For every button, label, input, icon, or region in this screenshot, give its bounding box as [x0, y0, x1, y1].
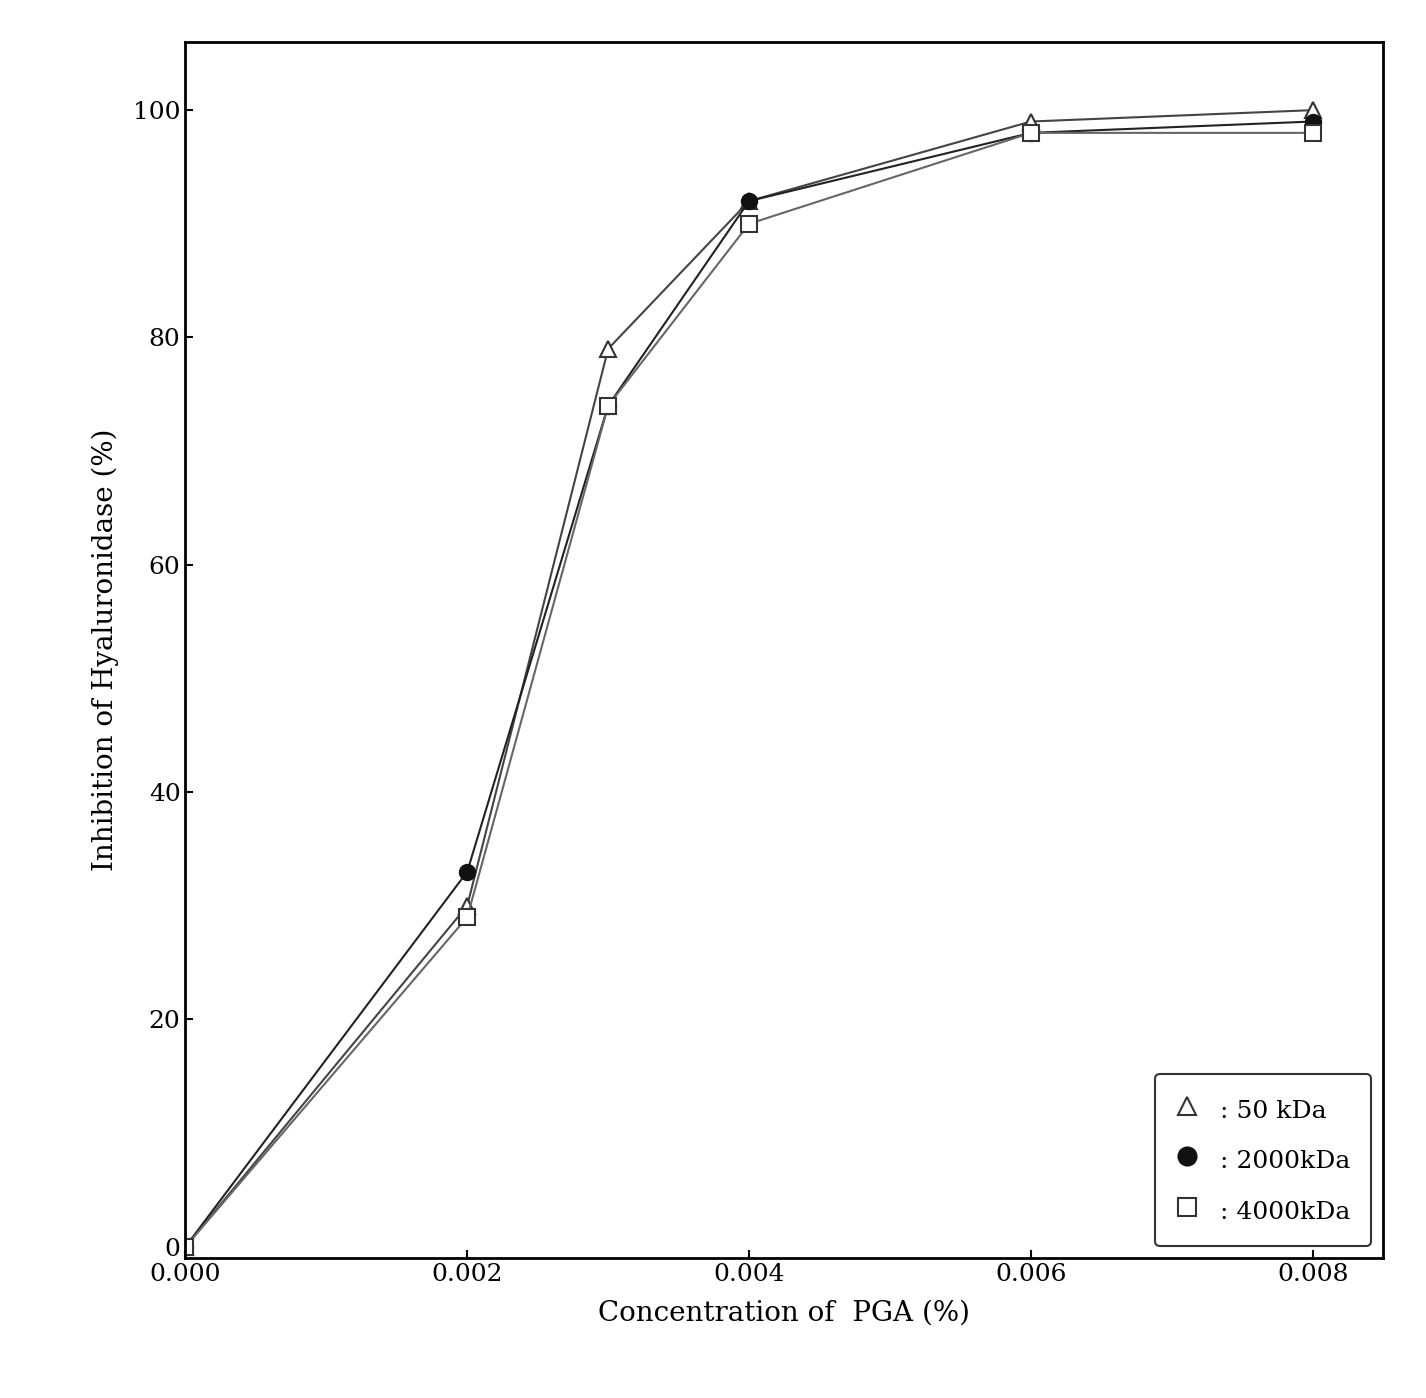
Legend:  : 50 kDa,  : 2000kDa,  : 4000kDa: : 50 kDa, : 2000kDa, : 4000kDa: [1155, 1074, 1370, 1246]
X-axis label: Concentration of  PGA (%): Concentration of PGA (%): [599, 1300, 970, 1327]
Y-axis label: Inhibition of Hyaluronidase (%): Inhibition of Hyaluronidase (%): [91, 429, 120, 871]
